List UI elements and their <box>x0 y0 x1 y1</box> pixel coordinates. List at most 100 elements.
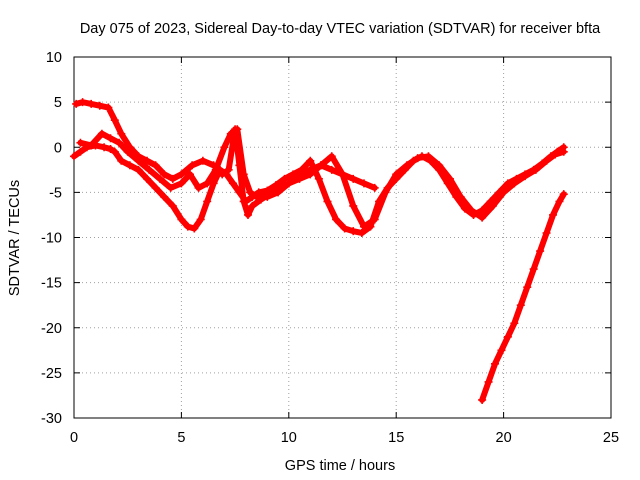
data-point <box>185 170 194 179</box>
data-point <box>503 332 512 341</box>
data-point <box>160 192 169 201</box>
data-point <box>252 192 261 201</box>
data-point <box>218 170 227 179</box>
data-point <box>106 134 115 143</box>
x-tick-label: 15 <box>388 430 404 446</box>
data-point <box>381 188 390 197</box>
x-tick-label: 10 <box>281 430 297 446</box>
data-point <box>100 143 109 152</box>
x-tick-label: 25 <box>603 430 619 446</box>
series-trace <box>479 191 567 403</box>
data-point <box>196 215 205 224</box>
data-point <box>549 210 558 219</box>
y-tick-label: 10 <box>46 50 62 66</box>
y-tick-label: -10 <box>41 231 62 247</box>
x-tick-label: 0 <box>70 430 78 446</box>
data-point <box>323 197 332 206</box>
data-point <box>226 129 235 138</box>
data-point <box>551 150 560 159</box>
data-point <box>370 183 379 192</box>
y-axis-label: SDTVAR / TECUs <box>7 180 23 296</box>
series-track-c <box>76 125 379 201</box>
data-point <box>424 152 433 161</box>
x-tick-label: 5 <box>177 430 185 446</box>
data-point <box>529 265 538 274</box>
data-point <box>183 222 192 231</box>
data-point <box>115 138 124 147</box>
data-point <box>168 174 177 183</box>
data-point <box>349 201 358 210</box>
data-point <box>521 172 530 181</box>
data-point <box>445 174 454 183</box>
data-point <box>484 377 493 386</box>
data-point <box>166 183 175 192</box>
data-point <box>402 161 411 170</box>
data-point <box>95 101 104 110</box>
data-point <box>110 147 119 156</box>
y-tick-label: -25 <box>41 366 62 382</box>
data-point <box>155 174 164 183</box>
x-tick-labels: 0 5 10 15 20 25 <box>70 430 619 446</box>
data-point <box>125 161 134 170</box>
data-point <box>239 170 248 179</box>
grid-lines <box>74 57 611 418</box>
data-point <box>151 183 160 192</box>
data-point <box>143 156 152 165</box>
data-point <box>188 161 197 170</box>
data-point <box>536 247 545 256</box>
data-point <box>359 179 368 188</box>
data-point <box>370 215 379 224</box>
data-point <box>306 156 315 165</box>
data-point <box>559 147 568 156</box>
data-point <box>248 201 257 210</box>
data-point <box>177 179 186 188</box>
data-point <box>488 201 497 210</box>
data-point <box>104 103 113 112</box>
data-point <box>284 179 293 188</box>
data-point <box>467 206 476 215</box>
data-point <box>340 224 349 233</box>
data-point <box>413 154 422 163</box>
series-track-a <box>70 141 568 237</box>
data-point <box>349 227 358 236</box>
data-point <box>203 197 212 206</box>
data-point <box>224 165 233 174</box>
data-point <box>117 129 126 138</box>
data-point <box>177 170 186 179</box>
data-point <box>332 215 341 224</box>
data-point <box>87 141 96 150</box>
data-point <box>555 197 564 206</box>
data-point <box>317 161 326 170</box>
data-point <box>123 147 132 156</box>
data-point <box>233 125 242 134</box>
data-point <box>357 228 366 237</box>
data-point <box>228 179 237 188</box>
data-point <box>211 165 220 174</box>
data-point <box>76 147 85 156</box>
data-point <box>134 165 143 174</box>
data-point <box>134 156 143 165</box>
data-point <box>160 170 169 179</box>
y-tick-label: -30 <box>41 411 62 427</box>
data-point <box>194 183 203 192</box>
data-point <box>435 161 444 170</box>
data-point <box>392 170 401 179</box>
data-point <box>542 228 551 237</box>
data-point <box>327 152 336 161</box>
data-point <box>263 192 272 201</box>
data-point <box>97 129 106 138</box>
data-point <box>70 152 78 161</box>
data-point <box>478 213 487 222</box>
series-track-d <box>478 190 568 404</box>
data-point <box>203 179 212 188</box>
data-point <box>523 283 532 292</box>
data-point <box>510 179 519 188</box>
data-point <box>559 190 568 199</box>
chart-title: Day 075 of 2023, Sidereal Day-to-day VTE… <box>80 21 601 37</box>
data-point <box>456 192 465 201</box>
data-point <box>246 188 255 197</box>
data-point <box>198 156 207 165</box>
data-point <box>151 161 160 170</box>
data-point <box>87 99 96 108</box>
